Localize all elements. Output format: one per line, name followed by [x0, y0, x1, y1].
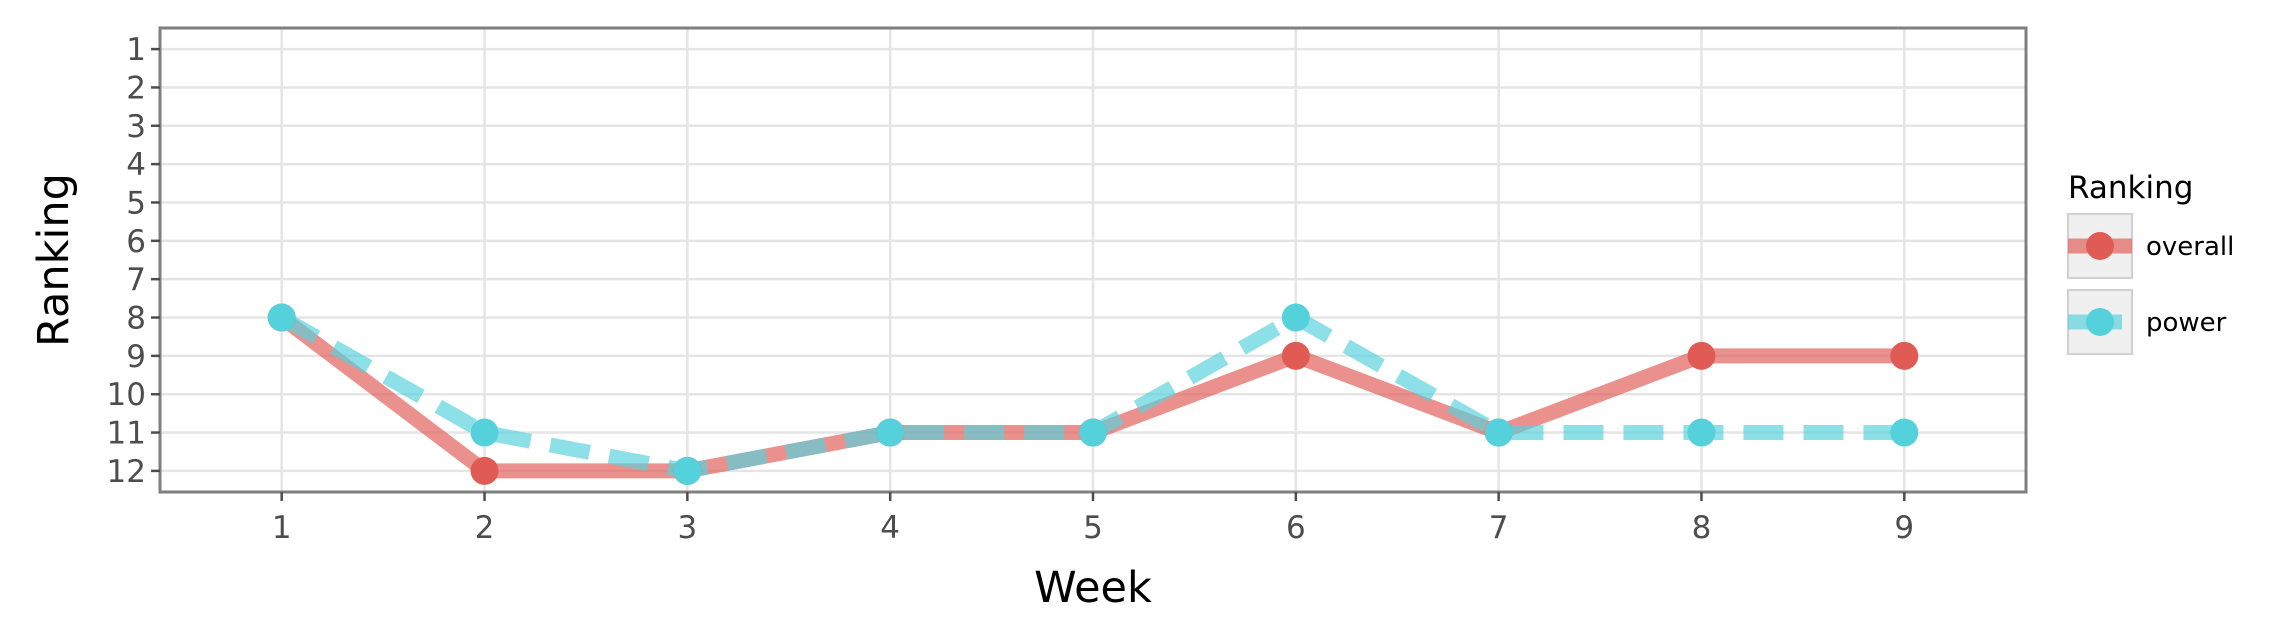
y-tick-label: 8	[126, 301, 146, 337]
data-point-power	[1079, 418, 1107, 447]
legend-key-marker	[2086, 232, 2114, 260]
data-point-overall	[470, 456, 499, 485]
data-point-overall	[1281, 341, 1310, 370]
legend-label-overall: overall	[2146, 232, 2234, 262]
y-axis-title: Ranking	[29, 173, 79, 347]
y-tick-label: 11	[107, 416, 146, 452]
x-tick-label: 5	[1083, 510, 1103, 546]
x-axis-title: Week	[1034, 563, 1152, 613]
x-tick-label: 4	[880, 510, 900, 546]
data-point-power	[470, 418, 499, 447]
legend-label-power: power	[2146, 308, 2227, 338]
x-tick-label: 6	[1286, 510, 1306, 546]
data-point-power	[1687, 418, 1716, 447]
grid	[160, 28, 2026, 492]
x-tick-label: 2	[475, 510, 495, 546]
data-point-power	[876, 418, 905, 447]
y-tick-label: 9	[126, 339, 146, 375]
y-tick-label: 4	[126, 147, 146, 183]
data-point-power	[1890, 418, 1919, 447]
legend-key-marker	[2086, 308, 2114, 336]
x-tick-label: 8	[1692, 510, 1712, 546]
y-tick-label: 6	[126, 224, 146, 260]
y-tick-label: 2	[126, 70, 146, 106]
series-layer	[267, 303, 1919, 485]
y-tick-label: 5	[126, 185, 146, 221]
data-point-overall	[1687, 341, 1716, 370]
data-point-overall	[1890, 341, 1919, 370]
data-point-power	[267, 303, 296, 332]
data-point-power	[673, 456, 702, 485]
y-tick-label: 3	[126, 109, 146, 145]
y-tick-label: 1	[126, 32, 146, 68]
y-tick-label: 7	[126, 262, 146, 298]
y-tick-label: 12	[107, 454, 146, 490]
x-tick-label: 7	[1489, 510, 1509, 546]
legend: Ranking overall power	[2067, 170, 2234, 355]
x-tick-label: 3	[677, 510, 697, 546]
x-tick-label: 9	[1894, 510, 1914, 546]
data-point-power	[1484, 418, 1513, 447]
legend-title: Ranking	[2068, 170, 2193, 206]
data-point-power	[1281, 303, 1310, 332]
x-tick-label: 1	[272, 510, 292, 546]
y-tick-label: 10	[107, 377, 146, 413]
